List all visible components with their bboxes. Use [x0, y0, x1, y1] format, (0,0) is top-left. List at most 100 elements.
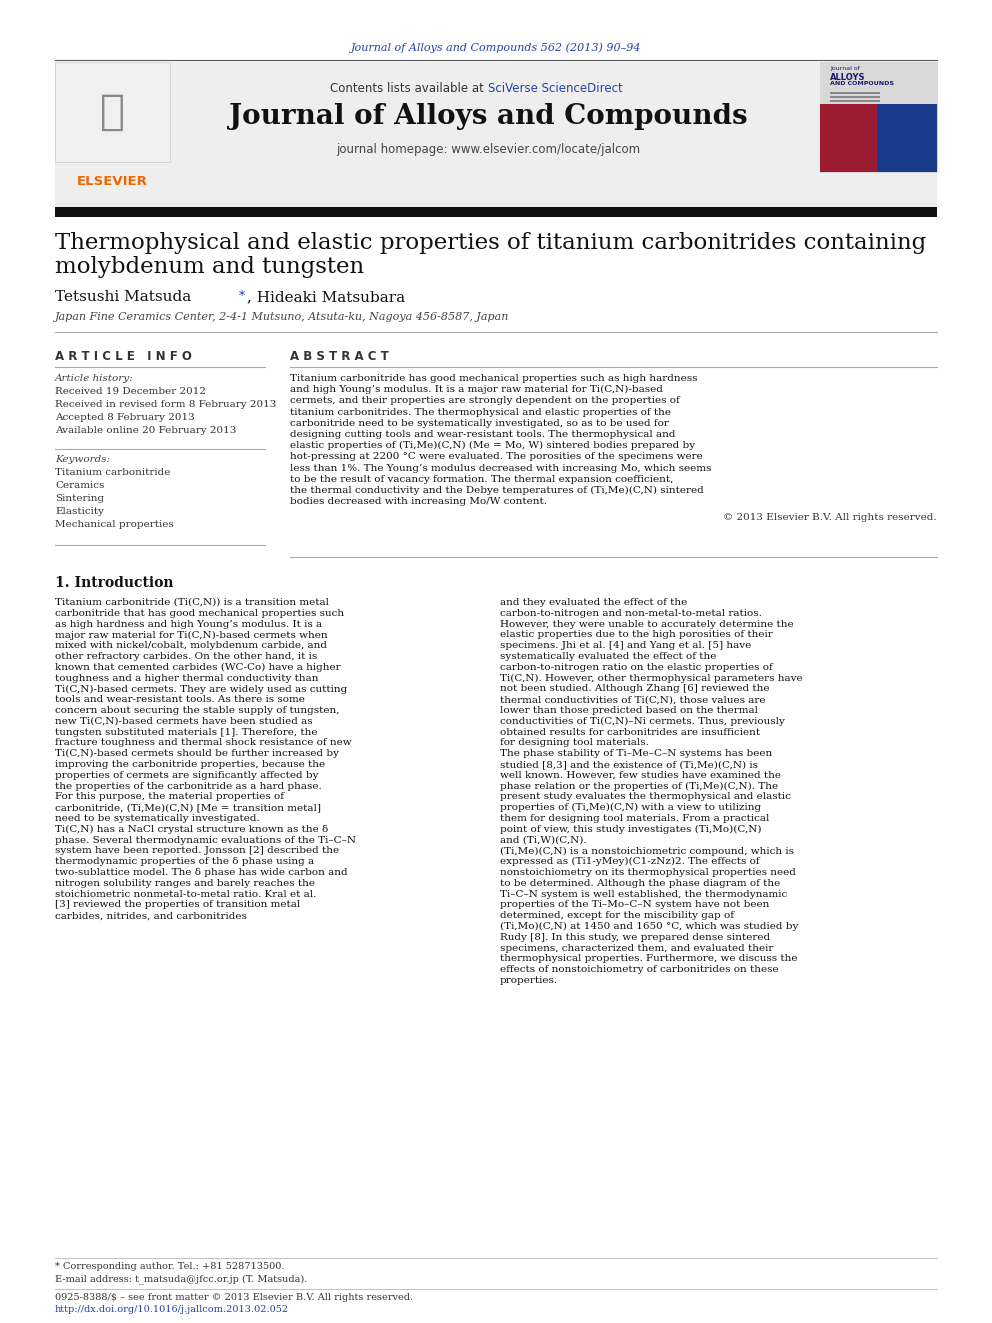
Text: effects of nonstoichiometry of carbonitrides on these: effects of nonstoichiometry of carbonitr… — [500, 966, 779, 974]
Text: point of view, this study investigates (Ti,Mo)(C,N): point of view, this study investigates (… — [500, 824, 762, 833]
Text: conductivities of Ti(C,N)–Ni cermets. Thus, previously: conductivities of Ti(C,N)–Ni cermets. Th… — [500, 717, 785, 726]
Bar — [830, 101, 880, 102]
Text: SciVerse ScienceDirect: SciVerse ScienceDirect — [488, 82, 623, 95]
Text: Keywords:: Keywords: — [55, 455, 110, 464]
Text: Ti(C,N)-based cermets should be further increased by: Ti(C,N)-based cermets should be further … — [55, 749, 339, 758]
Text: cermets, and their properties are strongly dependent on the properties of: cermets, and their properties are strong… — [290, 397, 680, 405]
Text: lower than those predicted based on the thermal: lower than those predicted based on the … — [500, 706, 758, 714]
Text: and (Ti,W)(C,N).: and (Ti,W)(C,N). — [500, 836, 586, 844]
Text: Titanium carbonitride (Ti(C,N)) is a transition metal: Titanium carbonitride (Ti(C,N)) is a tra… — [55, 598, 329, 607]
Text: AND COMPOUNDS: AND COMPOUNDS — [830, 81, 894, 86]
Bar — [55, 206, 937, 217]
Text: the thermal conductivity and the Debye temperatures of (Ti,Me)(C,N) sintered: the thermal conductivity and the Debye t… — [290, 486, 703, 495]
Text: other refractory carbides. On the other hand, it is: other refractory carbides. On the other … — [55, 652, 317, 662]
Text: (Ti,Me)(C,N) is a nonstoichiometric compound, which is: (Ti,Me)(C,N) is a nonstoichiometric comp… — [500, 847, 794, 856]
Text: Ti(C,N)-based cermets. They are widely used as cutting: Ti(C,N)-based cermets. They are widely u… — [55, 684, 347, 693]
Text: carbides, nitrides, and carbonitrides: carbides, nitrides, and carbonitrides — [55, 912, 247, 921]
Text: major raw material for Ti(C,N)-based cermets when: major raw material for Ti(C,N)-based cer… — [55, 630, 327, 639]
Text: properties of cermets are significantly affected by: properties of cermets are significantly … — [55, 771, 318, 779]
Text: molybdenum and tungsten: molybdenum and tungsten — [55, 255, 364, 278]
Text: determined, except for the miscibility gap of: determined, except for the miscibility g… — [500, 912, 734, 921]
Text: as high hardness and high Young’s modulus. It is a: as high hardness and high Young’s modulu… — [55, 619, 322, 628]
Text: [3] reviewed the properties of transition metal: [3] reviewed the properties of transitio… — [55, 901, 301, 909]
Text: to be determined. Although the phase diagram of the: to be determined. Although the phase dia… — [500, 878, 781, 888]
Bar — [55, 62, 170, 161]
Text: carbonitride need to be systematically investigated, so as to be used for: carbonitride need to be systematically i… — [290, 419, 669, 427]
Text: 🌲: 🌲 — [99, 91, 125, 134]
Text: thermal conductivities of Ti(C,N), those values are: thermal conductivities of Ti(C,N), those… — [500, 695, 766, 704]
Text: properties of (Ti,Me)(C,N) with a view to utilizing: properties of (Ti,Me)(C,N) with a view t… — [500, 803, 761, 812]
Text: titanium carbonitrides. The thermophysical and elastic properties of the: titanium carbonitrides. The thermophysic… — [290, 407, 671, 417]
Text: A R T I C L E   I N F O: A R T I C L E I N F O — [55, 351, 191, 363]
Text: For this purpose, the material properties of: For this purpose, the material propertie… — [55, 792, 284, 802]
Text: Received 19 December 2012: Received 19 December 2012 — [55, 388, 206, 396]
Text: tungsten substituted materials [1]. Therefore, the: tungsten substituted materials [1]. Ther… — [55, 728, 317, 737]
Bar — [830, 97, 880, 98]
Text: nitrogen solubility ranges and barely reaches the: nitrogen solubility ranges and barely re… — [55, 878, 315, 888]
Text: Ti(C,N). However, other thermophysical parameters have: Ti(C,N). However, other thermophysical p… — [500, 673, 803, 683]
Text: phase. Several thermodynamic evaluations of the Ti–C–N: phase. Several thermodynamic evaluations… — [55, 836, 356, 844]
Text: Contents lists available at: Contents lists available at — [330, 82, 488, 95]
Text: and they evaluated the effect of the: and they evaluated the effect of the — [500, 598, 687, 607]
Bar — [820, 62, 937, 105]
Text: specimens. Jhi et al. [4] and Yang et al. [5] have: specimens. Jhi et al. [4] and Yang et al… — [500, 642, 751, 650]
Text: carbon-to-nitrogen and non-metal-to-metal ratios.: carbon-to-nitrogen and non-metal-to-meta… — [500, 609, 762, 618]
Text: and high Young’s modulus. It is a major raw material for Ti(C,N)-based: and high Young’s modulus. It is a major … — [290, 385, 663, 394]
Text: present study evaluates the thermophysical and elastic: present study evaluates the thermophysic… — [500, 792, 791, 802]
Text: mixed with nickel/cobalt, molybdenum carbide, and: mixed with nickel/cobalt, molybdenum car… — [55, 642, 327, 650]
Bar — [55, 62, 937, 206]
Text: less than 1%. The Young’s modulus decreased with increasing Mo, which seems: less than 1%. The Young’s modulus decrea… — [290, 463, 711, 472]
Text: The phase stability of Ti–Me–C–N systems has been: The phase stability of Ti–Me–C–N systems… — [500, 749, 772, 758]
Text: fracture toughness and thermal shock resistance of new: fracture toughness and thermal shock res… — [55, 738, 351, 747]
Bar — [830, 108, 880, 110]
Text: elastic properties of (Ti,Me)(C,N) (Me = Mo, W) sintered bodies prepared by: elastic properties of (Ti,Me)(C,N) (Me =… — [290, 441, 695, 450]
Text: systematically evaluated the effect of the: systematically evaluated the effect of t… — [500, 652, 716, 662]
Text: expressed as (Ti1-yMey)(C1-zNz)2. The effects of: expressed as (Ti1-yMey)(C1-zNz)2. The ef… — [500, 857, 760, 867]
Text: thermophysical properties. Furthermore, we discuss the: thermophysical properties. Furthermore, … — [500, 954, 798, 963]
Text: Tetsushi Matsuda: Tetsushi Matsuda — [55, 290, 196, 304]
Text: Mechanical properties: Mechanical properties — [55, 520, 174, 529]
Text: known that cemented carbides (WC-Co) have a higher: known that cemented carbides (WC-Co) hav… — [55, 663, 340, 672]
Text: Accepted 8 February 2013: Accepted 8 February 2013 — [55, 413, 194, 422]
Text: A B S T R A C T: A B S T R A C T — [290, 351, 389, 363]
Text: properties.: properties. — [500, 976, 558, 986]
Text: Journal of Alloys and Compounds 562 (2013) 90–94: Journal of Alloys and Compounds 562 (201… — [351, 42, 641, 53]
Text: improving the carbonitride properties, because the: improving the carbonitride properties, b… — [55, 759, 325, 769]
Text: to be the result of vacancy formation. The thermal expansion coefficient,: to be the result of vacancy formation. T… — [290, 475, 674, 484]
Text: carbonitride that has good mechanical properties such: carbonitride that has good mechanical pr… — [55, 609, 344, 618]
Text: Elasticity: Elasticity — [55, 507, 104, 516]
Text: two-sublattice model. The δ phase has wide carbon and: two-sublattice model. The δ phase has wi… — [55, 868, 347, 877]
Text: new Ti(C,N)-based cermets have been studied as: new Ti(C,N)-based cermets have been stud… — [55, 717, 312, 726]
Text: hot-pressing at 2200 °C were evaluated. The porosities of the specimens were: hot-pressing at 2200 °C were evaluated. … — [290, 452, 702, 462]
Text: stoichiometric nonmetal-to-metal ratio. Kral et al.: stoichiometric nonmetal-to-metal ratio. … — [55, 889, 316, 898]
Text: Rudy [8]. In this study, we prepared dense sintered: Rudy [8]. In this study, we prepared den… — [500, 933, 770, 942]
Text: © 2013 Elsevier B.V. All rights reserved.: © 2013 Elsevier B.V. All rights reserved… — [723, 513, 937, 523]
Text: thermodynamic properties of the δ phase using a: thermodynamic properties of the δ phase … — [55, 857, 314, 867]
Text: obtained results for carbonitrides are insufficient: obtained results for carbonitrides are i… — [500, 728, 760, 737]
Text: Titanium carbonitride has good mechanical properties such as high hardness: Titanium carbonitride has good mechanica… — [290, 374, 697, 382]
Text: Journal of Alloys and Compounds: Journal of Alloys and Compounds — [229, 103, 747, 130]
Text: Available online 20 February 2013: Available online 20 February 2013 — [55, 426, 236, 435]
Text: phase relation or the properties of (Ti,Me)(C,N). The: phase relation or the properties of (Ti,… — [500, 782, 778, 791]
Text: E-mail address: t_matsuda@jfcc.or.jp (T. Matsuda).: E-mail address: t_matsuda@jfcc.or.jp (T.… — [55, 1274, 308, 1283]
Text: properties of the Ti–Mo–C–N system have not been: properties of the Ti–Mo–C–N system have … — [500, 901, 770, 909]
Text: them for designing tool materials. From a practical: them for designing tool materials. From … — [500, 814, 770, 823]
Text: not been studied. Although Zhang [6] reviewed the: not been studied. Although Zhang [6] rev… — [500, 684, 770, 693]
Text: carbonitride, (Ti,Me)(C,N) [Me = transition metal]: carbonitride, (Ti,Me)(C,N) [Me = transit… — [55, 803, 321, 812]
Text: 1. Introduction: 1. Introduction — [55, 576, 174, 590]
Bar — [877, 105, 937, 172]
Text: http://dx.doi.org/10.1016/j.jallcom.2013.02.052: http://dx.doi.org/10.1016/j.jallcom.2013… — [55, 1304, 289, 1314]
Text: need to be systematically investigated.: need to be systematically investigated. — [55, 814, 260, 823]
Text: Received in revised form 8 February 2013: Received in revised form 8 February 2013 — [55, 400, 277, 409]
Text: for designing tool materials.: for designing tool materials. — [500, 738, 649, 747]
Text: carbon-to-nitrogen ratio on the elastic properties of: carbon-to-nitrogen ratio on the elastic … — [500, 663, 773, 672]
Text: elastic properties due to the high porosities of their: elastic properties due to the high poros… — [500, 630, 773, 639]
Text: Thermophysical and elastic properties of titanium carbonitrides containing: Thermophysical and elastic properties of… — [55, 232, 927, 254]
Text: (Ti,Mo)(C,N) at 1450 and 1650 °C, which was studied by: (Ti,Mo)(C,N) at 1450 and 1650 °C, which … — [500, 922, 799, 931]
Text: tools and wear-resistant tools. As there is some: tools and wear-resistant tools. As there… — [55, 695, 305, 704]
Text: ALLOYS: ALLOYS — [830, 73, 865, 82]
Text: Titanium carbonitride: Titanium carbonitride — [55, 468, 171, 478]
Text: the properties of the carbonitride as a hard phase.: the properties of the carbonitride as a … — [55, 782, 321, 791]
Text: studied [8,3] and the existence of (Ti,Me)(C,N) is: studied [8,3] and the existence of (Ti,M… — [500, 759, 758, 769]
Text: *: * — [239, 290, 245, 303]
